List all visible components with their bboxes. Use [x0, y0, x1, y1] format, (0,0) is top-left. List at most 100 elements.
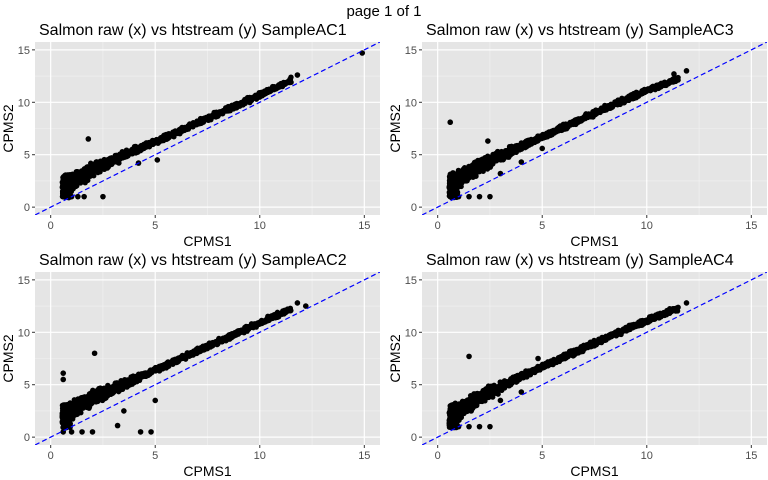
data-point	[596, 108, 602, 115]
data-point	[634, 90, 641, 97]
data-point	[466, 193, 472, 200]
data-point	[640, 89, 646, 96]
y-tick-label: 0	[24, 432, 30, 444]
data-point	[161, 135, 167, 142]
data-point	[532, 137, 538, 143]
data-point	[186, 353, 193, 359]
data-point	[180, 355, 187, 361]
data-point	[85, 136, 92, 142]
data-point	[261, 319, 268, 325]
data-point	[68, 429, 75, 435]
data-point	[550, 130, 557, 136]
data-point	[600, 107, 606, 114]
y-tick-label: 5	[411, 150, 417, 162]
x-tick-label: 10	[254, 450, 266, 462]
y-tick-label: 10	[405, 97, 417, 109]
data-point	[478, 166, 485, 172]
data-point	[154, 157, 161, 163]
data-point	[463, 176, 470, 182]
y-axis-label: CPMS2	[0, 334, 16, 382]
data-point	[97, 385, 104, 391]
data-point	[86, 399, 92, 406]
x-axis-label: CPMS1	[570, 233, 618, 249]
data-point	[121, 382, 127, 388]
data-point	[73, 402, 80, 408]
data-point	[245, 324, 251, 330]
data-point	[75, 175, 82, 181]
data-point	[658, 80, 664, 87]
data-point	[512, 148, 519, 154]
data-point	[225, 333, 232, 340]
data-point	[540, 131, 546, 138]
data-point	[107, 162, 113, 168]
data-point	[193, 346, 200, 353]
data-point	[89, 429, 96, 435]
data-point	[272, 312, 278, 319]
data-point	[100, 193, 106, 200]
data-point	[137, 429, 144, 435]
data-point	[179, 126, 185, 132]
chart-title: Salmon raw (x) vs htstream (y) SampleAC4	[426, 252, 734, 269]
data-point	[173, 128, 179, 135]
data-point	[284, 306, 291, 312]
data-point	[500, 156, 506, 163]
y-axis-label: CPMS2	[0, 104, 16, 152]
chart-title: Salmon raw (x) vs htstream (y) SampleAC2	[39, 252, 347, 269]
data-point	[673, 76, 679, 83]
data-point	[447, 193, 454, 200]
data-point	[204, 114, 210, 121]
x-tick-label: 15	[358, 450, 370, 462]
data-point	[570, 121, 577, 128]
data-point	[81, 193, 87, 200]
y-tick-label: 5	[24, 150, 30, 162]
x-tick-label: 0	[435, 220, 441, 232]
data-point	[59, 412, 65, 419]
data-point	[78, 404, 85, 410]
chart-panel-2: Salmon raw (x) vs htstream (y) SampleAC3…	[387, 22, 767, 249]
data-point	[507, 150, 514, 157]
data-point	[267, 87, 273, 93]
data-point	[294, 300, 301, 306]
data-point	[84, 393, 91, 400]
chart-title: Salmon raw (x) vs htstream (y) SampleAC1	[39, 22, 347, 39]
y-tick-label: 0	[411, 202, 417, 214]
data-point	[91, 350, 98, 357]
data-point	[60, 376, 67, 383]
data-point	[162, 362, 168, 368]
x-axis-label: CPMS1	[183, 463, 231, 479]
y-tick-label: 5	[24, 380, 30, 392]
data-point	[266, 314, 273, 321]
data-point	[141, 145, 147, 152]
data-point	[649, 86, 655, 92]
y-tick-label: 15	[18, 45, 30, 57]
data-point	[136, 376, 142, 383]
data-point	[62, 174, 69, 181]
y-tick-label: 0	[24, 202, 30, 214]
data-point	[518, 159, 525, 165]
data-point	[557, 123, 563, 129]
data-point	[671, 71, 677, 77]
data-point	[149, 138, 156, 144]
data-point	[565, 124, 571, 130]
data-point	[280, 310, 286, 316]
data-point	[145, 370, 151, 377]
data-layer	[35, 42, 380, 215]
data-point	[225, 106, 232, 113]
data-point	[626, 93, 632, 100]
data-point	[446, 173, 453, 180]
data-point	[485, 138, 491, 144]
data-point	[472, 171, 478, 178]
data-layer	[35, 272, 380, 445]
data-point	[359, 50, 366, 56]
x-tick-label: 0	[48, 220, 54, 232]
data-point	[204, 343, 210, 350]
y-tick-label: 10	[18, 97, 30, 109]
data-point	[152, 397, 159, 404]
data-layer	[422, 42, 767, 215]
data-point	[110, 157, 117, 163]
x-tick-label: 15	[745, 220, 757, 232]
reference-line	[35, 272, 380, 445]
data-point	[518, 140, 525, 146]
data-point	[294, 72, 301, 78]
data-point	[662, 81, 669, 88]
